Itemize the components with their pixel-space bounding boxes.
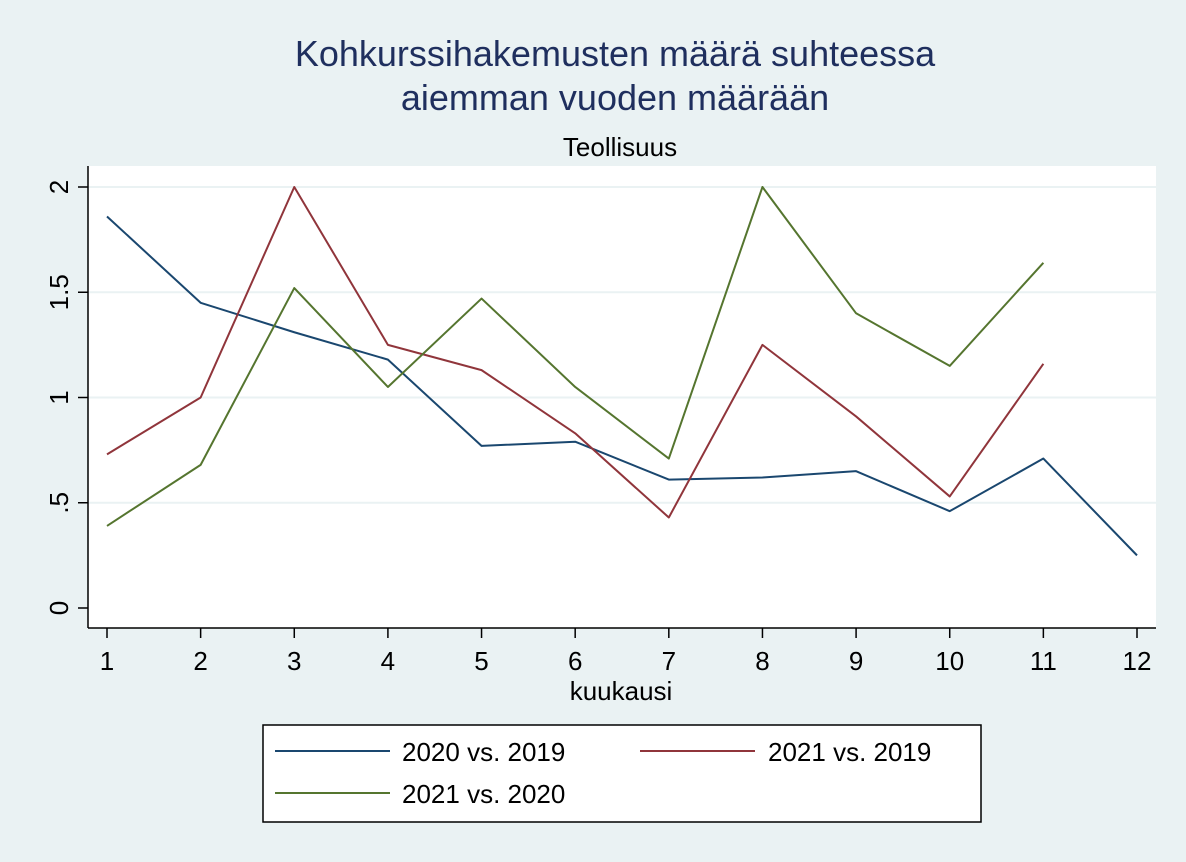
x-tick-label: 3: [287, 646, 301, 676]
series-lines: [106, 186, 1138, 557]
x-tick-label: 2: [193, 646, 207, 676]
legend-box: [262, 724, 982, 823]
x-tick-label: 10: [935, 646, 964, 676]
y-tick-label: 2: [44, 180, 74, 194]
chart-subtitle: Teollisuus: [563, 132, 677, 162]
y-tick-label: 0: [44, 601, 74, 615]
axes: 0.511.521 2 3 4 5 6 7 8 9 10 11 12: [44, 166, 1156, 676]
x-tick-label: 7: [662, 646, 676, 676]
y-tick-label: 1: [44, 390, 74, 404]
series-line-3: [106, 186, 1045, 527]
x-tick-label: 9: [849, 646, 863, 676]
x-tick-label: 1: [100, 646, 114, 676]
x-tick-label: 4: [381, 646, 395, 676]
x-tick-label: 8: [755, 646, 769, 676]
legend-label-2: 2021 vs. 2019: [768, 737, 931, 767]
y-tick-label: .5: [44, 492, 74, 514]
x-tick-label: 12: [1123, 646, 1152, 676]
legend-label-1: 2020 vs. 2019: [402, 737, 565, 767]
legend: 2020 vs. 2019 2021 vs. 2019 2021 vs. 2020: [262, 724, 982, 823]
chart-title-line-1: Kohkurssihakemusten määrä suhteessa: [295, 33, 936, 74]
chart-title-line-2: aiemman vuoden määrään: [401, 77, 829, 118]
x-tick-label: 5: [474, 646, 488, 676]
grid-lines: [88, 186, 1156, 504]
series-line-1: [106, 215, 1138, 557]
x-tick-label: 6: [568, 646, 582, 676]
legend-label-3: 2021 vs. 2020: [402, 779, 565, 809]
series-line-2: [106, 186, 1045, 519]
x-tick-label: 11: [1030, 646, 1057, 676]
y-tick-label: 1.5: [44, 274, 74, 310]
x-axis-label: kuukausi: [570, 676, 673, 706]
